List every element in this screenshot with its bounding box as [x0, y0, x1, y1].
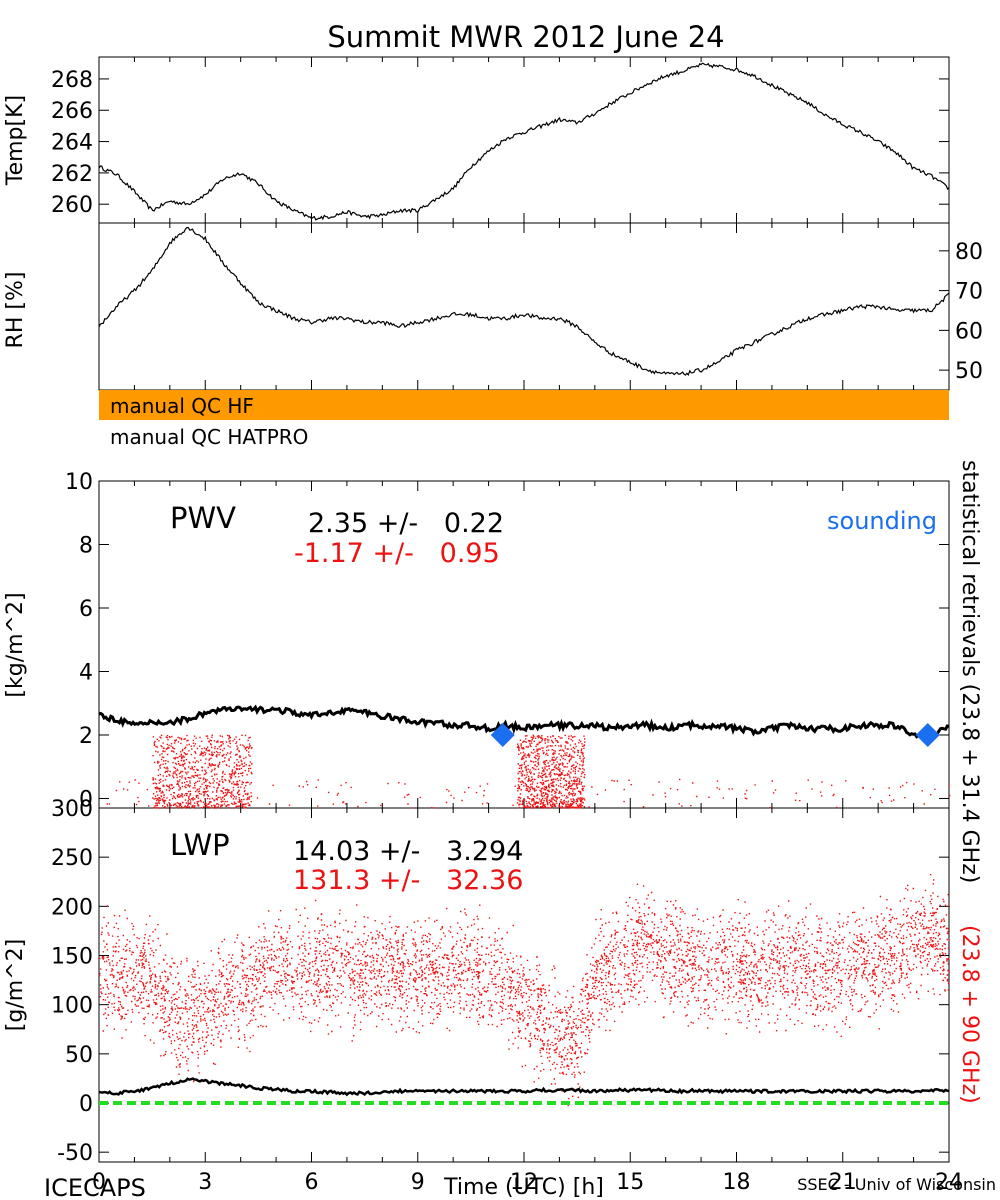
y-tick-label: 200 [51, 895, 93, 920]
pwv-stats-red: -1.17 +/- 0.95 [294, 538, 500, 569]
y-tick-label: 8 [79, 533, 93, 558]
lwp-plot: -50 0 50 100 150 200 250 300 0 3 6 9 12 15 18 21 24 [51, 797, 963, 1195]
y-tick-label: 262 [51, 162, 93, 187]
x-tick-label: 21 [829, 1170, 857, 1195]
y-tick-label: 10 [65, 470, 93, 495]
y-tick-label: 6 [79, 597, 93, 622]
qc-hf-bar [99, 390, 949, 420]
y-tick-label: 50 [955, 359, 983, 384]
y-tick-label: 50 [65, 1043, 93, 1068]
lwp-stats-black: 14.03 +/- 3.294 [293, 836, 523, 867]
y-tick-label: 260 [51, 193, 93, 218]
pwv-stats-black: 2.35 +/- 0.22 [308, 508, 504, 539]
rh-ylabel: RH [%] [3, 272, 28, 349]
chart-title: Summit MWR 2012 June 24 [327, 20, 724, 54]
rh-panel-frame [98, 222, 950, 391]
y-tick-label: -50 [57, 1141, 93, 1166]
temp-ylabel: Temp[K] [3, 95, 28, 186]
x-tick-label: 0 [92, 1170, 106, 1195]
y-tick-label: 2 [79, 724, 93, 749]
lwp-ylabel: [g/m^2] [3, 939, 28, 1031]
x-tick-label: 15 [616, 1170, 644, 1195]
pwv-plot: 0 2 4 6 8 10 [65, 470, 951, 812]
temp-plot: 260 262 264 266 268 [51, 57, 950, 223]
sounding-marker [915, 722, 940, 747]
x-tick-label: 9 [411, 1170, 425, 1195]
pwv-black-line [98, 704, 950, 743]
pwv-red-scatter [106, 734, 951, 809]
pwv-title: PWV [170, 501, 236, 535]
qc-hf-label: manual QC HF [110, 394, 254, 418]
x-tick-label: 24 [935, 1170, 963, 1195]
y-tick-label: 60 [955, 319, 983, 344]
lwp-stats-red: 131.3 +/- 32.36 [293, 865, 523, 896]
x-axis-label: Time (UTC) [h] [443, 1175, 604, 1200]
y-tick-label: 268 [51, 68, 93, 93]
y-tick-label: 266 [51, 99, 93, 124]
lwp-red-scatter [99, 874, 950, 1106]
sounding-marker [490, 722, 515, 747]
x-tick-label: 6 [305, 1170, 319, 1195]
x-tick-label: 3 [198, 1170, 212, 1195]
rh-plot: 50 60 70 80 [98, 223, 983, 390]
temp-panel-frame [98, 56, 950, 224]
y-tick-label: 150 [51, 945, 93, 970]
side-label-black: statistical retrievals (23.8 + 31.4 GHz) [957, 460, 982, 883]
y-tick-label: 264 [51, 131, 93, 156]
footer-left: ICECAPS [44, 1174, 146, 1200]
temp-line [98, 62, 950, 221]
y-tick-label: 0 [79, 787, 93, 812]
y-tick-label: 0 [79, 1092, 93, 1117]
x-tick-label: 18 [723, 1170, 751, 1195]
y-tick-label: 250 [51, 846, 93, 871]
y-tick-label: 300 [51, 797, 93, 822]
pwv-ylabel: [kg/m^2] [3, 592, 28, 697]
y-tick-label: 70 [955, 280, 983, 305]
qc-hatpro-label: manual QC HATPRO [110, 425, 308, 449]
y-tick-label: 100 [51, 994, 93, 1019]
y-tick-label: 4 [79, 660, 93, 685]
lwp-title: LWP [170, 828, 230, 862]
y-tick-label: 80 [955, 240, 983, 265]
x-tick-label: 12 [510, 1170, 538, 1195]
lwp-black-line [98, 1077, 950, 1097]
sounding-legend: sounding [827, 507, 937, 535]
footer-right: SSEC - Univ of Wisconsin [797, 1175, 996, 1194]
side-label-red: (23.8 + 90 GHz) [957, 925, 982, 1104]
rh-line [98, 227, 950, 377]
